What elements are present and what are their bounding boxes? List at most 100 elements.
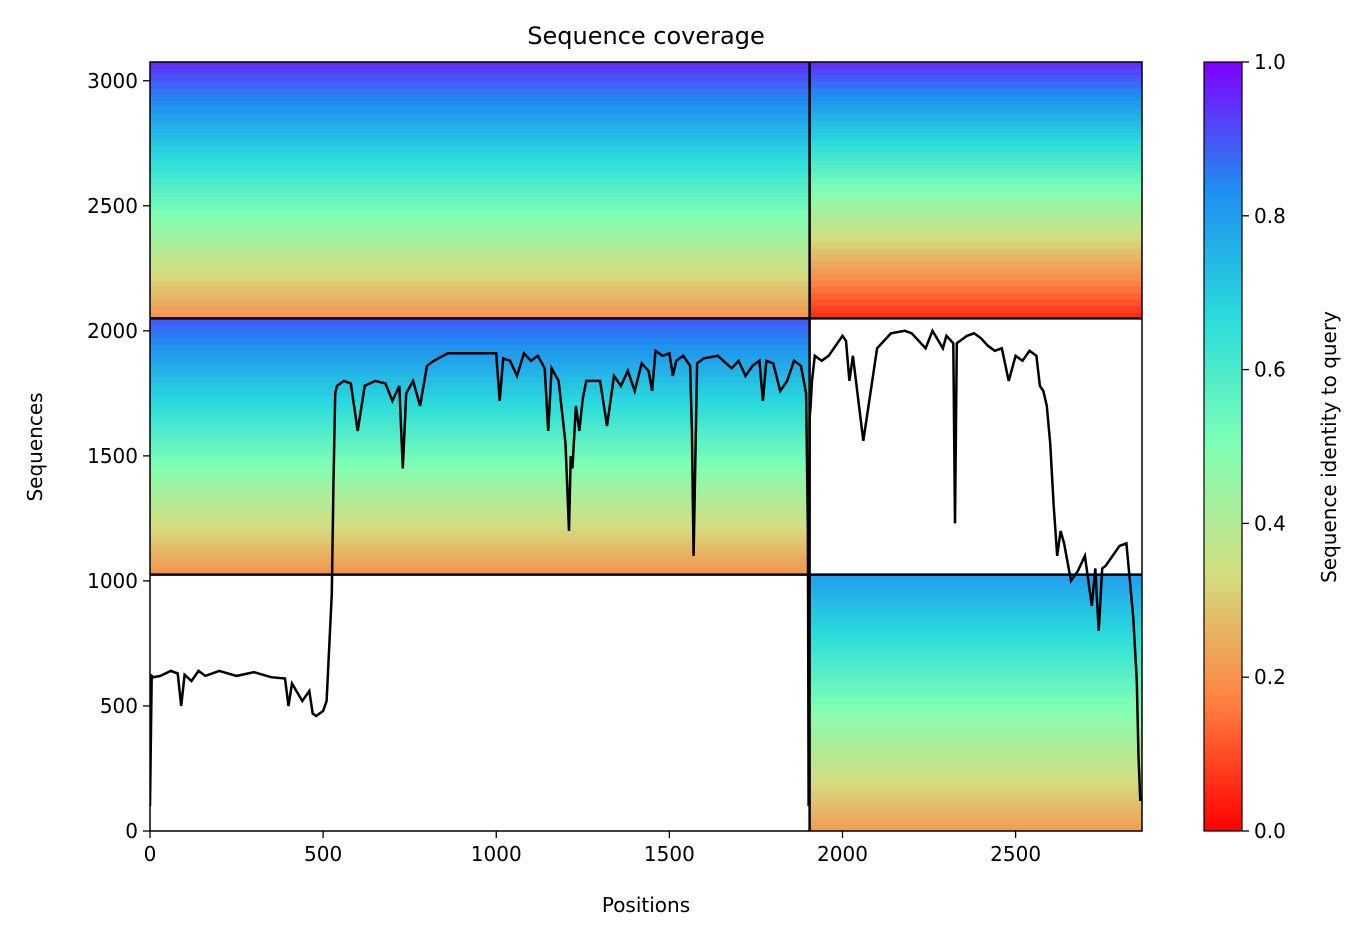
x-tick-label: 2500 xyxy=(990,842,1041,866)
heatmap-band xyxy=(150,138,810,146)
heatmap-band xyxy=(809,760,1142,768)
block-boundaries xyxy=(150,62,1142,831)
heatmap-band xyxy=(809,279,1142,287)
colorbar-label: Sequence identity to query xyxy=(1317,311,1341,583)
heatmap-band xyxy=(809,74,1142,82)
heatmap-band xyxy=(150,68,810,76)
heatmap-band xyxy=(150,472,810,480)
heatmap-band xyxy=(150,222,810,230)
heatmap-band xyxy=(150,209,810,217)
heatmap-band xyxy=(809,645,1142,653)
heatmap-band xyxy=(150,119,810,127)
heatmap-band xyxy=(150,452,810,460)
colorbar-tick-label: 0.6 xyxy=(1254,358,1286,382)
heatmap-band xyxy=(809,170,1142,178)
heatmap-band xyxy=(809,587,1142,595)
heatmap-band xyxy=(809,81,1142,89)
heatmap-band xyxy=(150,568,810,576)
heatmap-band xyxy=(809,581,1142,589)
heatmap-band xyxy=(809,202,1142,210)
heatmap-band xyxy=(150,465,810,473)
y-tick-label: 1500 xyxy=(87,444,138,468)
block-upper-left xyxy=(150,62,810,319)
heatmap-band xyxy=(809,247,1142,255)
heatmap-band xyxy=(150,395,810,403)
heatmap-band xyxy=(150,196,810,204)
block-lower-right xyxy=(809,574,1142,831)
heatmap-band xyxy=(150,484,810,492)
heatmap-band xyxy=(809,677,1142,685)
heatmap-band xyxy=(809,702,1142,710)
heatmap-band xyxy=(150,183,810,191)
heatmap-band xyxy=(150,113,810,121)
heatmap-band xyxy=(150,504,810,512)
heatmap-band xyxy=(150,87,810,95)
x-tick-label: 1000 xyxy=(471,842,522,866)
heatmap-band xyxy=(809,606,1142,614)
heatmap-band xyxy=(150,305,810,313)
heatmap-band xyxy=(809,190,1142,198)
block-upper-right xyxy=(809,62,1142,319)
heatmap-band xyxy=(150,356,810,364)
heatmap-band xyxy=(809,754,1142,762)
coverage-line xyxy=(150,327,1142,807)
heatmap-band xyxy=(150,100,810,108)
heatmap-band xyxy=(809,600,1142,608)
heatmap-band xyxy=(809,632,1142,640)
heatmap-band xyxy=(809,119,1142,127)
heatmap-band xyxy=(150,126,810,134)
heatmap-band xyxy=(150,235,810,243)
heatmap-band xyxy=(150,177,810,185)
heatmap-band xyxy=(809,299,1142,307)
x-tick-label: 500 xyxy=(304,842,342,866)
x-axis-label: Positions xyxy=(602,893,690,917)
heatmap-band xyxy=(809,235,1142,243)
y-tick-label: 3000 xyxy=(87,69,138,93)
heatmap-band xyxy=(150,62,810,70)
heatmap-band xyxy=(150,215,810,223)
heatmap-band xyxy=(150,420,810,428)
heatmap-band xyxy=(809,786,1142,794)
y-axis: 0 500 1000 1500 2000 2500 3000 xyxy=(87,69,150,843)
heatmap-band xyxy=(809,664,1142,672)
heatmap-band xyxy=(150,106,810,114)
heatmap-band xyxy=(150,337,810,345)
heatmap-band xyxy=(150,279,810,287)
colorbar-tick-label: 0.8 xyxy=(1254,204,1286,228)
heatmap-band xyxy=(809,747,1142,755)
heatmap-band xyxy=(809,94,1142,102)
heatmap-band xyxy=(150,151,810,159)
plot-frame xyxy=(149,61,1143,832)
heatmap-band xyxy=(150,542,810,550)
heatmap-band xyxy=(809,779,1142,787)
heatmap-band xyxy=(150,299,810,307)
x-tick-label: 2000 xyxy=(817,842,868,866)
y-tick-label: 2500 xyxy=(87,194,138,218)
heatmap-band xyxy=(809,734,1142,742)
heatmap-band xyxy=(809,151,1142,159)
heatmap-band xyxy=(150,414,810,422)
heatmap-band xyxy=(150,190,810,198)
heatmap-band xyxy=(809,177,1142,185)
heatmap-band xyxy=(809,68,1142,76)
y-axis-label: Sequences xyxy=(23,392,47,501)
heatmap-band xyxy=(150,343,810,351)
heatmap-band xyxy=(150,555,810,563)
heatmap-band xyxy=(150,459,810,467)
heatmap-band xyxy=(150,510,810,518)
heatmap-band xyxy=(809,613,1142,621)
y-tick-label: 1000 xyxy=(87,569,138,593)
heatmap-band xyxy=(150,408,810,416)
heatmap-band xyxy=(809,625,1142,633)
heatmap-band xyxy=(150,529,810,537)
heatmap-band xyxy=(150,292,810,300)
heatmap-band xyxy=(150,267,810,275)
heatmap-band xyxy=(809,824,1142,831)
block-middle-left xyxy=(150,318,810,576)
colorbar-tick-label: 0.2 xyxy=(1254,665,1286,689)
heatmap-band xyxy=(150,164,810,172)
heatmap-band xyxy=(809,593,1142,601)
heatmap-band xyxy=(150,228,810,236)
heatmap-band xyxy=(809,209,1142,217)
